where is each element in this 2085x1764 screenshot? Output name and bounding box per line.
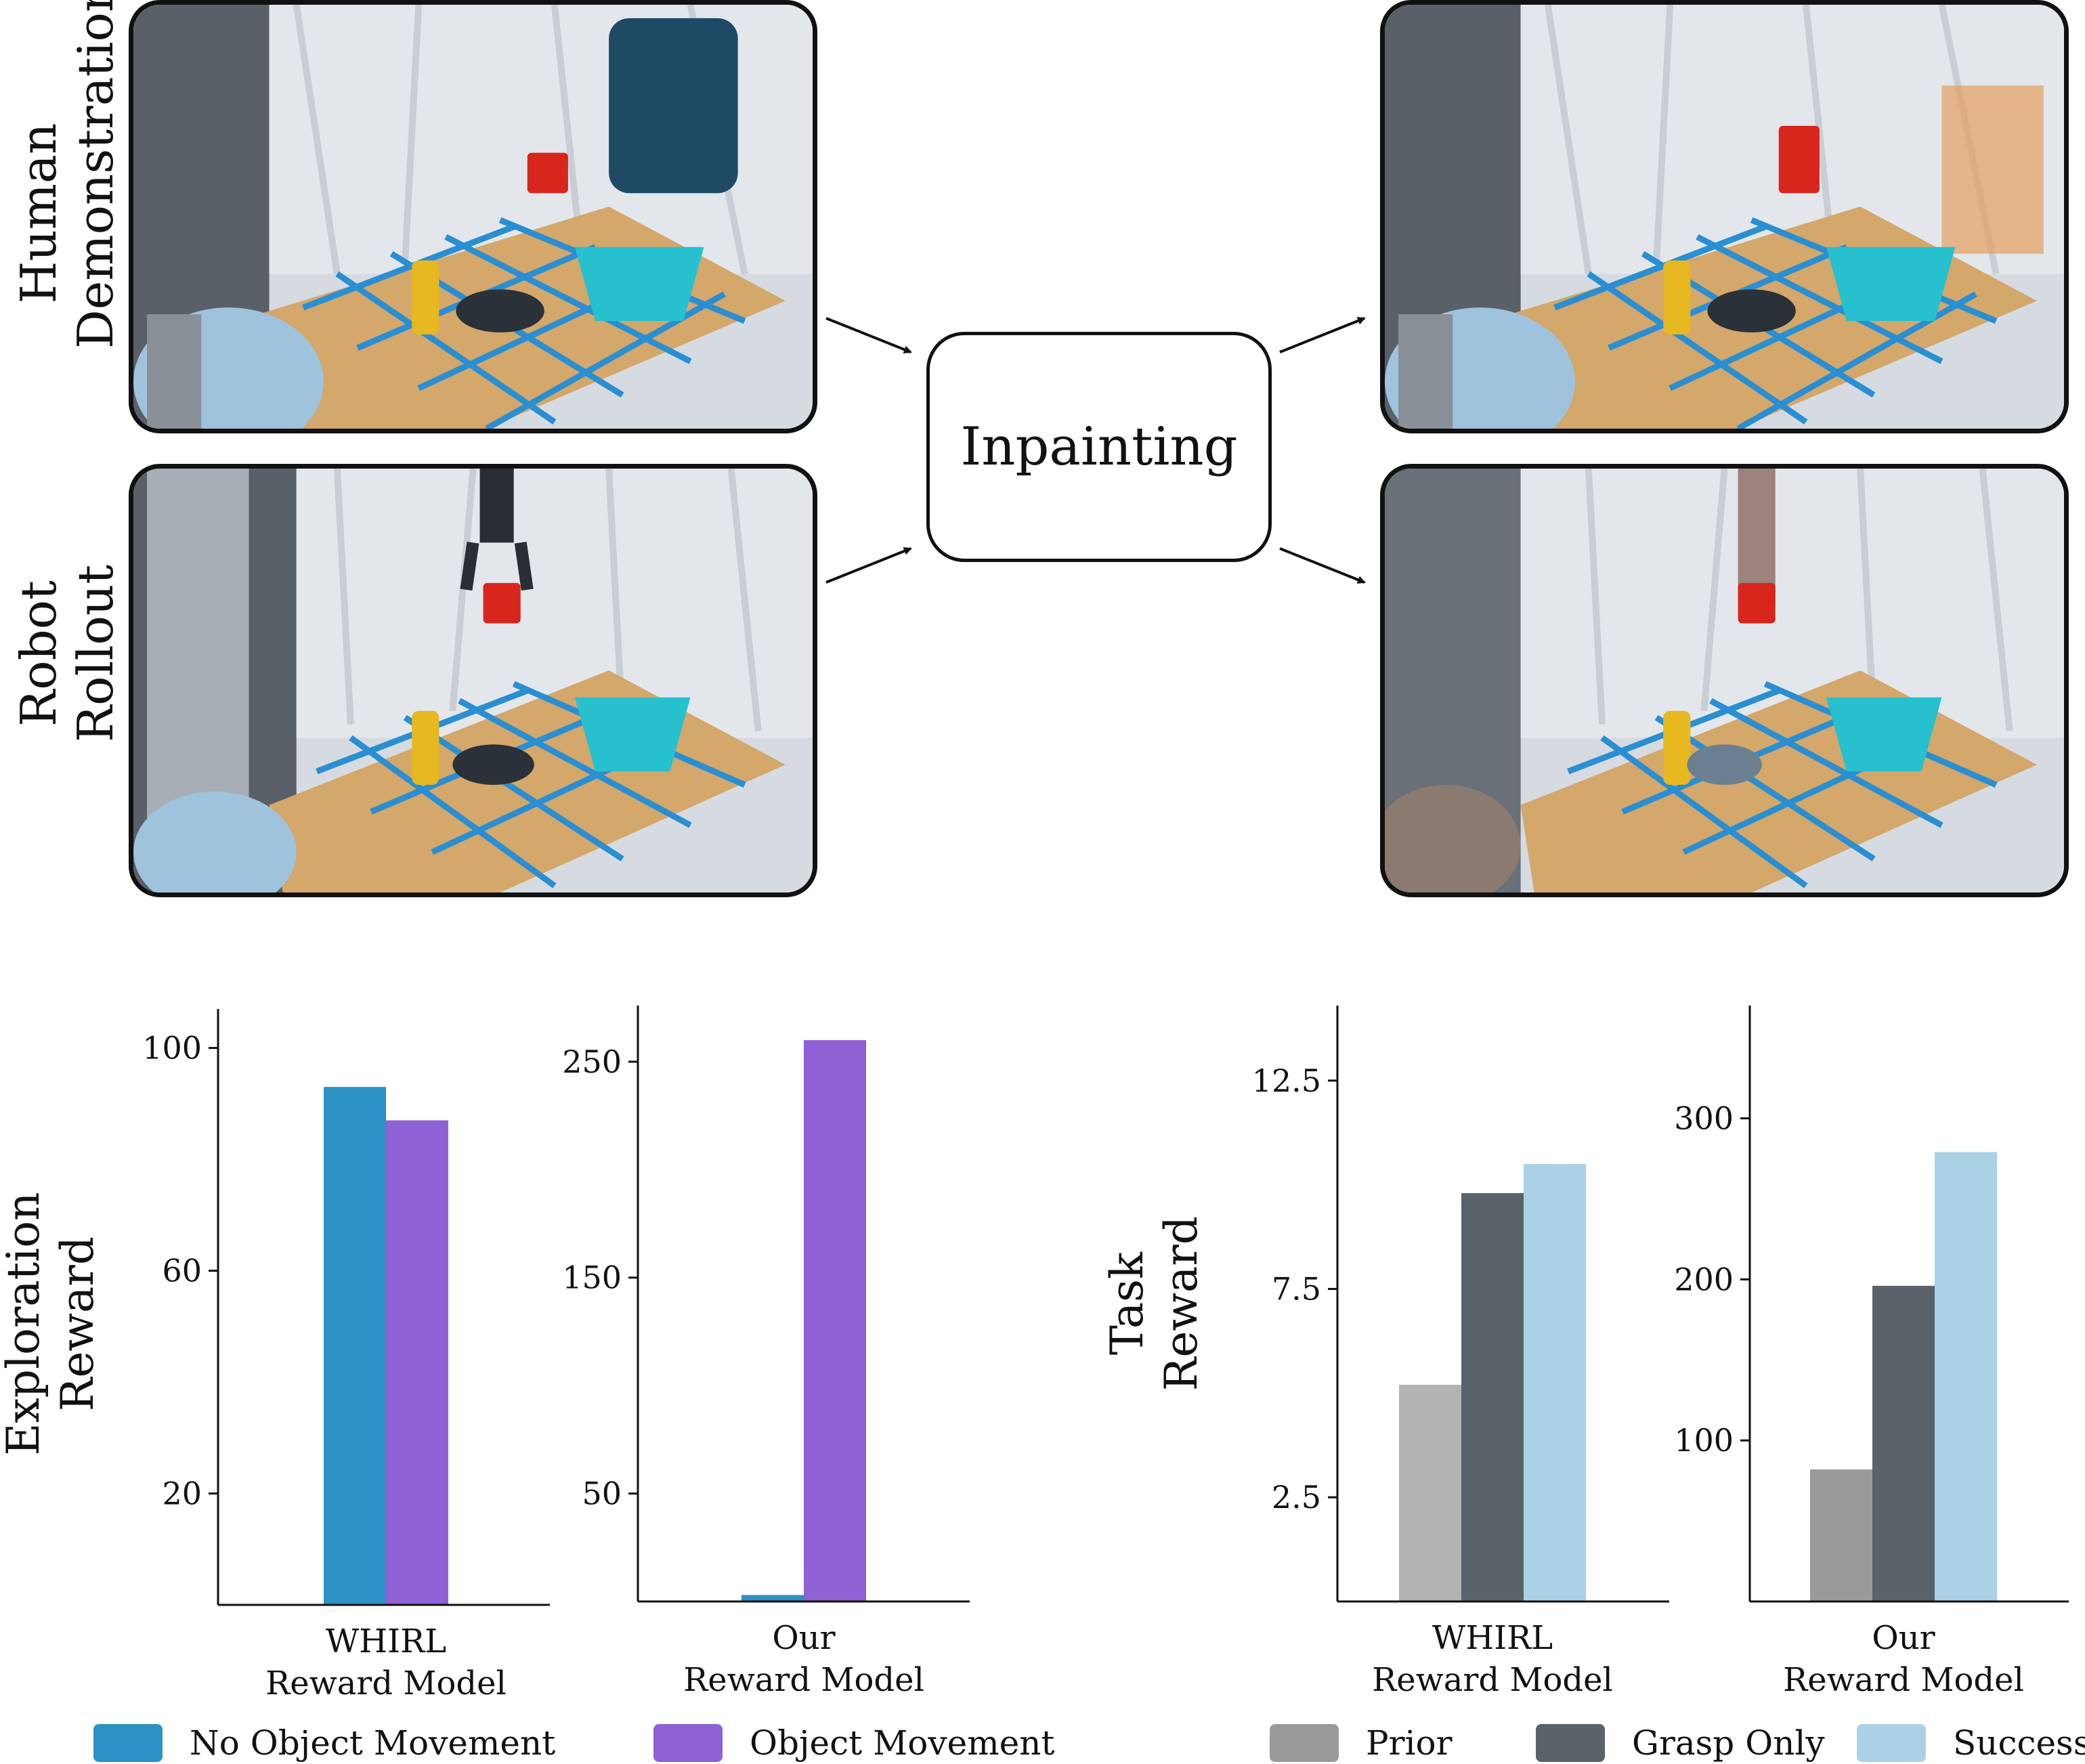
human-demonstration-photo — [129, 0, 817, 433]
chart-task-whirl: 2.5 7.5 12.5 WHIRL Reward Model — [1252, 1006, 1669, 1699]
legend-item-no-object-movement: No Object Movement — [93, 1723, 555, 1763]
bar-prior — [1399, 1385, 1461, 1601]
y-tick: 2.5 — [1272, 1479, 1337, 1515]
y-tick: 250 — [562, 1044, 638, 1080]
legend-swatch — [1857, 1724, 1926, 1762]
bar-success — [1935, 1152, 1997, 1601]
x-category-label: Reward Model — [1783, 1661, 2024, 1699]
bar-grasp-only — [1872, 1285, 1935, 1601]
y-tick-label: 50 — [582, 1476, 622, 1512]
y-tick: 300 — [1674, 1100, 1750, 1136]
inpainting-box: Inpainting — [926, 332, 1272, 562]
y-tick: 100 — [142, 1030, 218, 1067]
chart-task-ours: 100 200 300 Our Reward Model — [1674, 1006, 2069, 1699]
bar-success — [1524, 1163, 1586, 1601]
arrow-inpainting-to-robot-output — [1279, 547, 1366, 584]
y-tick-label: 300 — [1674, 1100, 1734, 1136]
robot-rollout-photo — [129, 464, 817, 897]
bar-grasp-only — [1461, 1192, 1524, 1601]
legend-swatch — [1536, 1724, 1605, 1762]
x-category-label: WHIRL — [1432, 1619, 1553, 1657]
y-tick-label: 100 — [142, 1030, 202, 1067]
inpainting-label: Inpainting — [960, 416, 1238, 477]
legend-item-object-movement: Object Movement — [653, 1723, 1055, 1763]
y-tick: 100 — [1674, 1422, 1750, 1459]
x-category-label: Our — [772, 1619, 835, 1657]
y-tick: 12.5 — [1252, 1062, 1337, 1099]
chart-exploration-ours: 50 150 250 Our Reward Model — [562, 1006, 970, 1699]
y-tick: 60 — [162, 1253, 218, 1289]
legend-swatch — [93, 1724, 163, 1762]
bar-object-movement — [386, 1120, 448, 1605]
bar-no-object-movement — [741, 1595, 804, 1601]
y-tick: 50 — [582, 1476, 638, 1512]
y-tick: 20 — [162, 1476, 218, 1512]
arrow-inpainting-to-human-output — [1279, 317, 1366, 353]
x-category-label: WHIRL — [326, 1622, 446, 1660]
y-tick: 150 — [562, 1260, 638, 1296]
y-tick-label: 250 — [562, 1044, 622, 1080]
bar-no-object-movement — [324, 1087, 386, 1605]
bar-object-movement — [804, 1040, 866, 1601]
legend-swatch — [1270, 1724, 1339, 1762]
x-category-label: Reward Model — [265, 1664, 507, 1702]
legend-swatch — [653, 1724, 723, 1762]
arrow-robot-to-inpainting — [825, 547, 912, 584]
task-reward-label: Task Reward — [1101, 1216, 1207, 1392]
y-tick: 7.5 — [1272, 1270, 1337, 1307]
y-tick-label: 7.5 — [1272, 1270, 1321, 1307]
inpainted-human-photo — [1380, 0, 2069, 433]
x-category-label: Reward Model — [1372, 1661, 1613, 1699]
legend-item-prior: Prior — [1270, 1723, 1453, 1763]
y-tick-label: 12.5 — [1252, 1062, 1321, 1099]
y-tick: 200 — [1674, 1261, 1750, 1297]
y-tick-label: 200 — [1674, 1261, 1734, 1297]
y-tick-label: 100 — [1674, 1422, 1734, 1459]
y-tick-label: 60 — [162, 1253, 202, 1289]
chart-exploration-whirl: 20 60 100 WHIRL Reward Model — [142, 1009, 550, 1702]
bar-prior — [1810, 1469, 1872, 1601]
x-category-label: Reward Model — [683, 1661, 924, 1699]
legend-item-grasp-only: Grasp Only — [1536, 1723, 1825, 1763]
flow-arrows — [825, 317, 1366, 584]
legend-item-success: Success — [1857, 1723, 2085, 1763]
inpainted-robot-photo — [1380, 464, 2069, 897]
y-tick-label: 2.5 — [1272, 1479, 1321, 1515]
arrow-human-to-inpainting — [825, 317, 912, 353]
y-tick-label: 20 — [162, 1476, 202, 1512]
y-tick-label: 150 — [562, 1260, 622, 1296]
x-category-label: Our — [1872, 1619, 1935, 1657]
